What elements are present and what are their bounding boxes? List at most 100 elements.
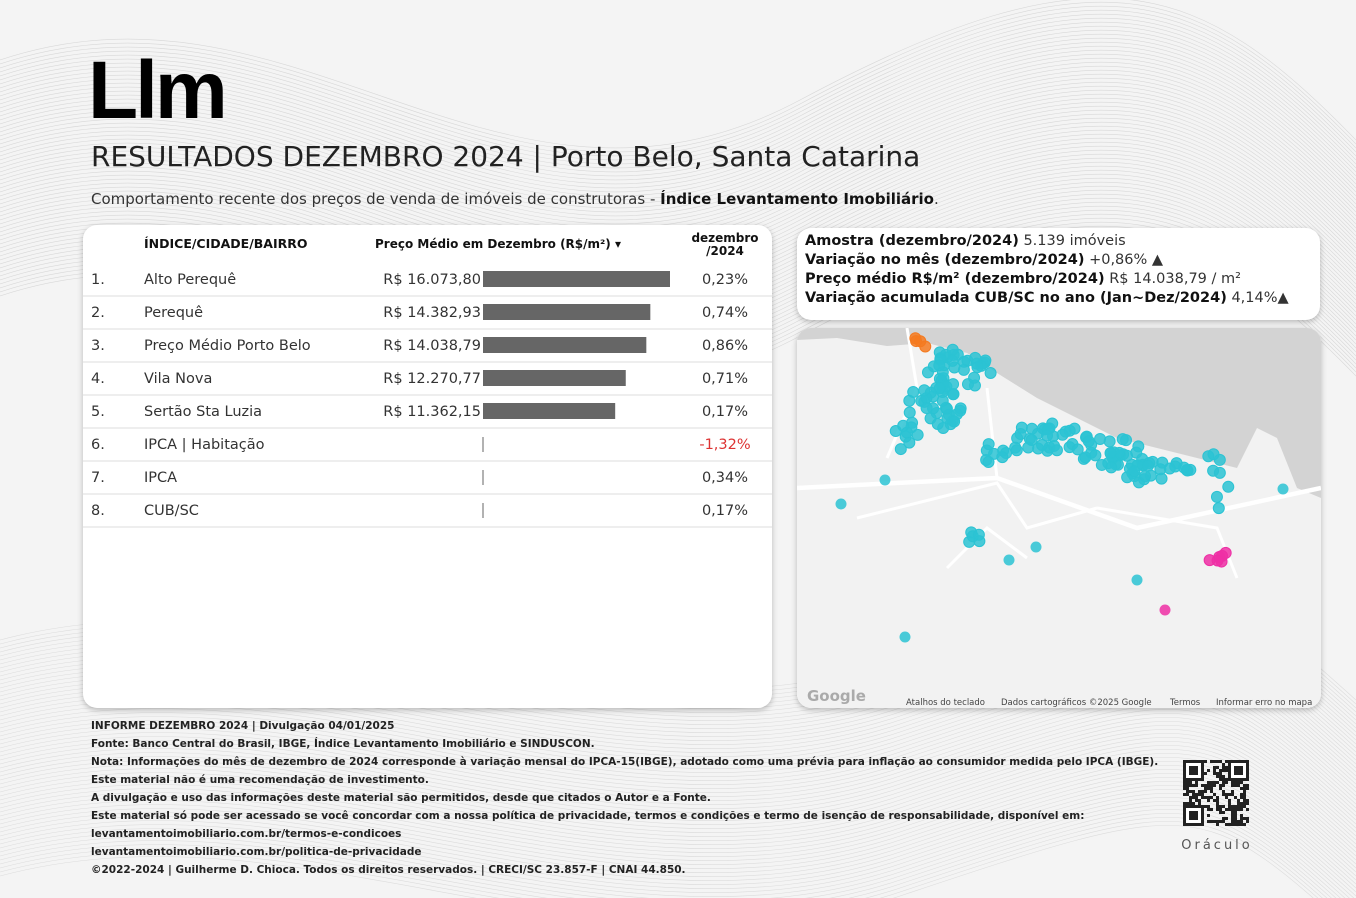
row-rank: 4.: [91, 371, 105, 387]
map-point: [1159, 604, 1171, 616]
map[interactable]: Google Atalhos do teclado Dados cartográfi…: [797, 328, 1321, 708]
row-rank: 6.: [91, 437, 105, 453]
qr-cell: [1198, 799, 1201, 802]
qr-cell: [1201, 796, 1204, 799]
row-name: Sertão Sta Luzia: [144, 404, 262, 420]
row-price: R$ 16.073,80: [383, 272, 481, 288]
row-rank: 3.: [91, 338, 105, 354]
map-point: [903, 406, 916, 419]
row-name: Perequê: [144, 305, 203, 321]
summary-value: R$ 14.038,79 / m²: [1109, 271, 1241, 287]
wave-line: [0, 749, 1356, 861]
subtitle-end: .: [933, 190, 939, 208]
qr-cell: [1207, 784, 1210, 787]
wave-line: [0, 709, 1356, 821]
qr-cell: [1204, 805, 1207, 808]
wave-line: [0, 17, 1356, 169]
qr-cell: [1243, 790, 1246, 793]
map-point: [933, 359, 946, 372]
qr-cell: [1216, 820, 1219, 823]
map-point: [947, 388, 960, 401]
footer-line: levantamentoimobiliario.com.br/politica-…: [91, 846, 422, 858]
qr-cell: [1189, 796, 1192, 799]
qr-cell: [1240, 793, 1243, 796]
qr-cell: [1192, 784, 1195, 787]
qr-cell: [1219, 778, 1222, 781]
qr-cell: [1243, 787, 1246, 790]
map-point: [982, 438, 995, 451]
qr-finder: [1183, 760, 1204, 781]
map-point: [972, 528, 985, 541]
row-name: CUB/SC: [144, 503, 199, 519]
map-point: [1207, 448, 1220, 461]
price-bar: [483, 271, 670, 287]
wave-line: [0, 793, 1350, 898]
qr-cell: [1210, 808, 1213, 811]
map-point: [996, 451, 1009, 464]
qr-cell: [1198, 790, 1201, 793]
qr-cell: [1234, 805, 1237, 808]
qr-cell: [1204, 790, 1207, 793]
qr-cell: [1204, 760, 1207, 763]
wave-line: [0, 49, 1356, 201]
wave-line: [0, 33, 1356, 185]
qr-cell: [1210, 820, 1213, 823]
qr-cell: [1213, 772, 1216, 775]
qr-cell: [1237, 784, 1240, 787]
wave-line: [0, 825, 1314, 898]
qr-cell: [1195, 799, 1198, 802]
qr-cell: [1228, 802, 1231, 805]
qr-cell: [1201, 790, 1204, 793]
qr-cell: [1204, 784, 1207, 787]
map-point: [919, 340, 932, 353]
qr-cell: [1234, 817, 1237, 820]
summary-label: Variação no mês (dezembro/2024): [805, 252, 1085, 268]
map-point: [879, 474, 891, 486]
wave-line: [0, 701, 1356, 813]
qr-cell: [1225, 769, 1228, 772]
qr-cell: [1231, 781, 1234, 784]
row-rank: 1.: [91, 272, 105, 288]
qr-cell: [1231, 814, 1234, 817]
wave-line: [0, 29, 1356, 181]
map-road: [945, 526, 1028, 570]
map-point: [903, 394, 916, 407]
row-rank: 2.: [91, 305, 105, 321]
summary-value: 4,14%▲: [1231, 290, 1289, 306]
qr-cell: [1207, 796, 1210, 799]
qr-cell: [1222, 793, 1225, 796]
qr-cell: [1243, 802, 1246, 805]
qr-cell: [1237, 781, 1240, 784]
row-price: R$ 12.270,77: [383, 371, 481, 387]
qr-finder: [1189, 811, 1198, 820]
map-point: [982, 455, 995, 468]
qr-cell: [1219, 805, 1222, 808]
qr-cell: [1195, 781, 1198, 784]
qr-cell: [1186, 790, 1189, 793]
qr-cell: [1222, 820, 1225, 823]
price-bar: [483, 304, 651, 320]
qr-cell: [1231, 784, 1234, 787]
qr-cell: [1231, 790, 1234, 793]
map-point: [1014, 427, 1027, 440]
qr-cell: [1246, 817, 1249, 820]
qr-cell: [1228, 808, 1231, 811]
qr-finder: [1234, 766, 1243, 775]
footer-line: levantamentoimobiliario.com.br/termos-e-…: [91, 828, 402, 840]
row-name: IPCA | Habitação: [144, 437, 265, 453]
map-point: [1089, 449, 1102, 462]
qr-cell: [1234, 784, 1237, 787]
summary-line: Variação no mês (dezembro/2024) +0,86% ▲: [805, 251, 1312, 270]
qr-cell: [1240, 805, 1243, 808]
qr-cell: [1240, 823, 1243, 826]
qr-code[interactable]: [1183, 760, 1249, 826]
column-header: ÍNDICE/CIDADE/BAIRRO: [144, 236, 308, 251]
summary-line: Amostra (dezembro/2024) 5.139 imóveis: [805, 232, 1312, 251]
price-bar: [483, 337, 647, 353]
wave-line: [0, 821, 1319, 898]
qr-cell: [1222, 763, 1225, 766]
wave-line: [0, 89, 1356, 241]
map-point: [910, 335, 923, 348]
map-point: [1142, 459, 1155, 472]
map-point: [968, 371, 981, 384]
